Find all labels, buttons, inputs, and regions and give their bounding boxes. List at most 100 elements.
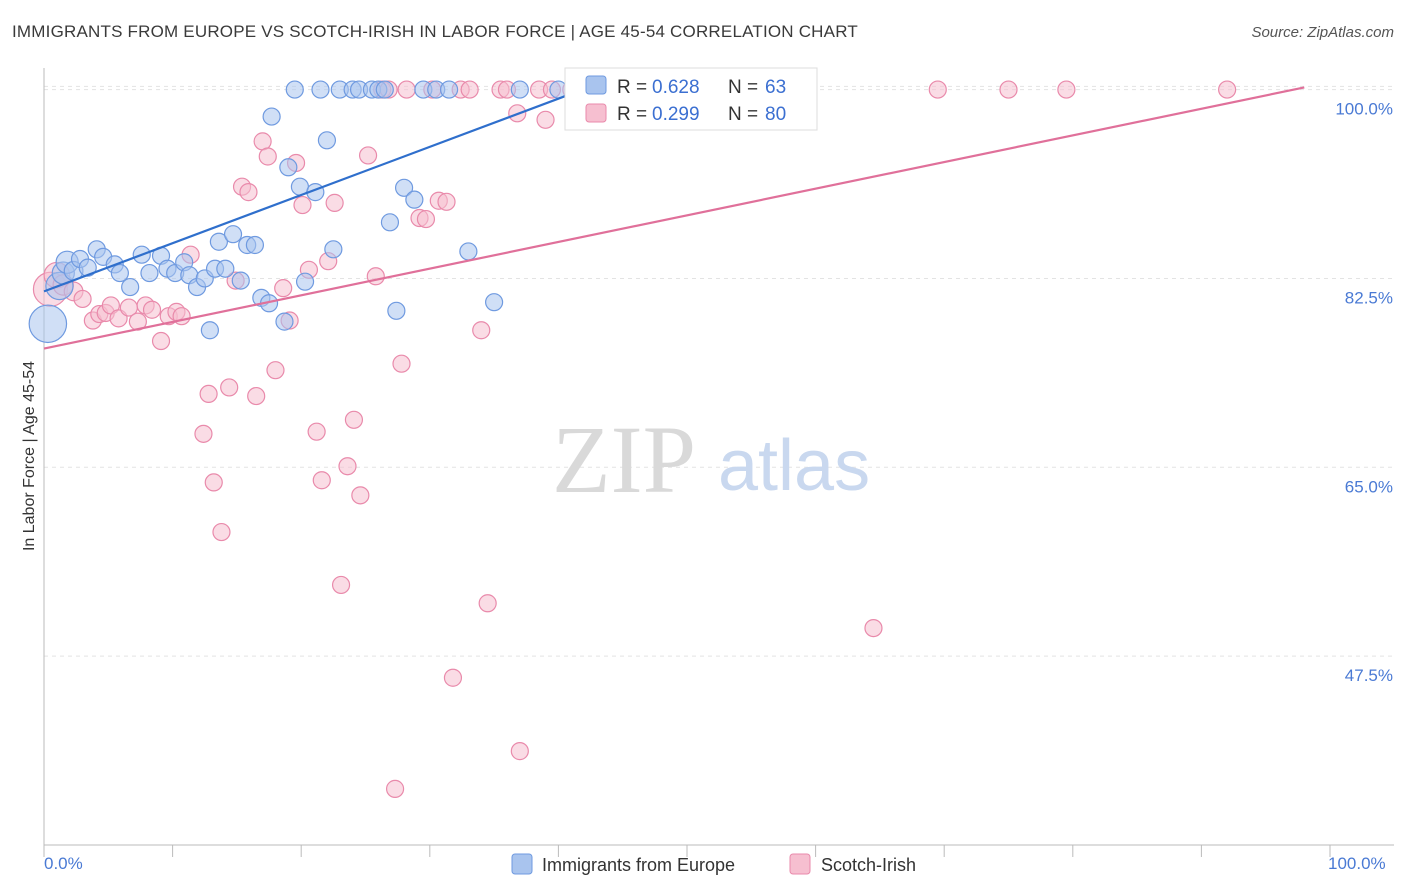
scotch-irish-point-23 (220, 378, 239, 397)
scotch-irish-point-4 (73, 289, 92, 309)
bottom-legend-swatch-pink (789, 853, 811, 875)
bottom-legend-label-pink: Scotch-Irish (821, 855, 916, 875)
scotch-irish-point-78 (1057, 80, 1076, 99)
legend-r-label-blue: R = (617, 77, 652, 98)
x-ticks (43, 845, 1331, 857)
y-tick-label-0: 47.5% (1345, 666, 1393, 685)
scotch-irish-point-26 (239, 183, 258, 202)
legend-r-value-pink: 0.299 (652, 104, 700, 125)
bottom-legend-swatch-blue (511, 853, 533, 875)
scotch-irish-point-76 (928, 80, 947, 99)
scotch-irish-point-13 (142, 300, 162, 319)
legend-n-value-blue: 63 (765, 77, 786, 98)
immigrants-europe-point-26 (231, 271, 250, 290)
legend-swatch-blue (585, 75, 607, 95)
legend-n-value-pink: 80 (765, 104, 786, 125)
series-legend: Immigrants from Europe Scotch-Irish (511, 853, 916, 875)
scotch-irish-point-48 (385, 779, 405, 798)
scotch-irish-point-41 (338, 457, 357, 476)
scotch-irish-point-34 (293, 195, 312, 215)
scotch-irish-point-64 (510, 742, 529, 761)
y-axis-label: In Labor Force | Age 45-54 (21, 361, 38, 551)
scotch-irish-point-20 (199, 384, 218, 404)
scotch-irish-point-27 (247, 386, 266, 406)
scotch-irish-point-77 (999, 80, 1018, 99)
scotch-irish-point-37 (312, 471, 331, 490)
immigrants-europe-point-49 (394, 178, 414, 197)
immigrants-europe-point-54 (459, 242, 478, 261)
scotch-irish-point-30 (266, 361, 285, 380)
scotch-irish-point-58 (460, 80, 479, 99)
correlation-legend: R = 0.628 N = 63 R = 0.299 N = 80 (564, 67, 818, 131)
axes (43, 68, 1394, 846)
scotch-irish-point-43 (351, 486, 370, 505)
legend-r-value-blue: 0.628 (652, 77, 700, 98)
immigrants-europe-point-55 (485, 293, 504, 312)
immigrants-europe-point-34 (285, 80, 304, 99)
scotch-irish-point-44 (358, 146, 378, 165)
scotch-irish-point-59 (472, 321, 491, 340)
scotch-irish-point-31 (274, 279, 293, 298)
scotch-irish-point-52 (416, 209, 436, 229)
immigrants-europe-point-13 (140, 263, 159, 283)
immigrants-europe-points (28, 80, 799, 344)
scotch-irish-point-49 (392, 354, 411, 373)
scotch-irish-point-50 (397, 80, 416, 99)
scotch-irish-point-19 (194, 424, 213, 443)
watermark-atlas: atlas (718, 426, 870, 506)
trendlines (43, 83, 1305, 350)
immigrants-europe-point-38 (311, 80, 330, 99)
immigrants-europe-trendline (43, 83, 598, 293)
legend-box (564, 67, 818, 131)
legend-swatch-pink (585, 103, 607, 123)
immigrants-europe-point-25 (223, 225, 243, 244)
scotch-irish-point-79 (1218, 80, 1237, 99)
immigrants-europe-point-10 (110, 263, 129, 283)
y-tick-labels: 47.5% 65.0% 82.5% 100.0% (1335, 100, 1393, 686)
scotch-irish-point-28 (253, 132, 272, 151)
scotch-irish-point-56 (443, 668, 463, 687)
x-tick-label-max: 100.0% (1328, 854, 1386, 873)
immigrants-europe-point-24 (216, 259, 235, 278)
scotch-irish-point-21 (204, 473, 223, 492)
immigrants-europe-point-36 (295, 272, 315, 291)
scotch-irish-point-75 (864, 618, 883, 638)
scotch-irish-point-39 (325, 193, 344, 212)
bottom-legend-label-blue: Immigrants from Europe (542, 855, 735, 875)
y-tick-label-3: 100.0% (1335, 100, 1393, 119)
immigrants-europe-point-53 (439, 80, 459, 99)
scotch-irish-point-45 (366, 267, 385, 286)
x-tick-label-min: 0.0% (44, 854, 83, 873)
scotch-irish-point-55 (437, 192, 456, 211)
scotch-irish-point-14 (151, 331, 171, 351)
scotch-irish-trendline (43, 86, 1305, 350)
immigrants-europe-point-11 (121, 277, 140, 297)
source-label: Source: ZipAtlas.com (1251, 24, 1394, 41)
chart-title: IMMIGRANTS FROM EUROPE VS SCOTCH-IRISH I… (12, 22, 858, 41)
immigrants-europe-point-47 (380, 213, 400, 232)
immigrants-europe-point-0 (28, 304, 68, 344)
scotch-irish-point-22 (212, 522, 231, 542)
immigrants-europe-point-31 (262, 107, 281, 126)
immigrants-europe-point-39 (317, 131, 337, 150)
legend-r-label-pink: R = (617, 104, 652, 125)
immigrants-europe-point-32 (275, 312, 294, 331)
immigrants-europe-point-46 (375, 80, 394, 99)
scotch-irish-point-29 (258, 147, 277, 166)
immigrants-europe-point-28 (245, 235, 265, 255)
gridlines (44, 85, 1394, 657)
immigrants-europe-point-21 (200, 321, 219, 340)
immigrants-europe-point-50 (405, 190, 424, 209)
immigrants-europe-point-48 (387, 301, 406, 320)
scotch-irish-point-36 (307, 422, 326, 441)
watermark-zip: ZIP (552, 406, 696, 513)
legend-n-label-blue: N = (728, 77, 763, 98)
scotch-irish-point-60 (478, 594, 497, 613)
y-tick-label-1: 65.0% (1345, 477, 1393, 496)
immigrants-europe-point-33 (279, 158, 298, 177)
immigrants-europe-point-56 (510, 80, 529, 99)
y-tick-label-2: 82.5% (1345, 288, 1393, 307)
immigrants-europe-point-23 (209, 232, 228, 251)
scotch-irish-point-42 (344, 410, 364, 429)
